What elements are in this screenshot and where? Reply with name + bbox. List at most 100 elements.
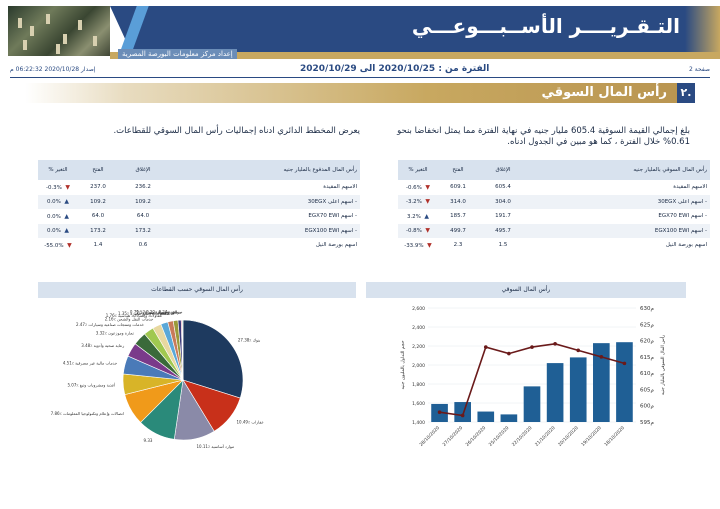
bar: [593, 343, 610, 422]
bar: [546, 363, 564, 422]
col-name: رأس المال المدفوع بالمليار جنيه: [168, 160, 360, 180]
table-row: 0.0% ▲ 64.0 64.0- اسهم EGX70 EWI: [38, 209, 360, 224]
x-tick-label: 19/10/2020: [580, 425, 603, 448]
x-tick-label: 25/10/2020: [488, 425, 511, 448]
pie-label: 2.16٪ خدمات النقل والشحن: [105, 316, 154, 321]
line-point: [460, 413, 465, 418]
pie-label: 10.49٪ عقارات: [237, 419, 264, 424]
cell-name: - اسهم EGX70 EWI: [528, 209, 710, 224]
cell-open: 173.2: [78, 223, 118, 239]
y-tick-label: 1,400: [412, 420, 425, 426]
line-point: [576, 348, 581, 353]
y2-tick-label: م625: [640, 322, 654, 328]
pie-chart-title: رأس المال السوقي حسب القطاعات: [38, 282, 356, 298]
market-cap-paragraph: بلغ إجمالي القيمة السوقية 605.4 مليار جن…: [397, 126, 690, 147]
table-row: -0.8% ▼ 499.7 495.7- اسهم EGX100 EWI: [398, 223, 710, 239]
cell-name: اسهم بورصة النيل: [528, 238, 710, 253]
cell-close: 109.2: [118, 194, 168, 210]
x-tick-label: 18/10/2020: [603, 425, 626, 448]
table-row: -55.0% ▼ 1.4 0.6 اسهم بورصة النيل: [38, 238, 360, 253]
line-point: [530, 345, 534, 349]
paid-capital-table: % التغير الفتح الإغلاق رأس المال المدفوع…: [38, 160, 360, 253]
y2-tick-label: م595: [640, 420, 654, 426]
cell-open: 64.0: [78, 209, 118, 224]
pie-slice: [182, 319, 244, 399]
bar: [616, 342, 633, 422]
col-close: الإغلاق: [118, 160, 168, 180]
cell-close: 236.2: [118, 180, 168, 195]
down-arrow-icon: ▼: [425, 183, 431, 191]
cell-change: 0.0% ▲: [38, 223, 78, 239]
y2-tick-label: م620: [640, 339, 654, 345]
up-arrow-icon: ▲: [424, 212, 430, 220]
cell-close: 495.7: [478, 223, 528, 239]
report-header: التـقـريــــر الأســبـــوعـــي إعداد مرك…: [0, 0, 720, 59]
y2-axis-label: رأس المال السوقي بالمليار جنيه: [659, 335, 666, 395]
pie-label: 9.33: [144, 438, 153, 443]
cell-change: 0.0% ▲: [38, 194, 78, 210]
section-title: رأس المال السوقي: [541, 85, 667, 100]
cell-close: 173.2: [118, 223, 168, 239]
cell-name: - اسهم EGX70 EWI: [168, 209, 360, 224]
pie-label: 1.35٪ منسوجات وسلع معمرة: [118, 311, 169, 316]
bar: [477, 411, 495, 422]
pie-label: 0.79٪ طاقة وخدمات مساندة: [130, 310, 179, 315]
pie-label: 27.38٪ بنوك: [238, 337, 261, 342]
x-tick-label: 28/10/2020: [418, 425, 441, 448]
up-arrow-icon: ▲: [64, 198, 70, 206]
sector-pie-chart: 27.38٪ بنوك 10.49٪ عقارات 10.11٪ موارد أسا…: [51, 310, 264, 450]
market-cap-chart: 1,400 1,600 1,800 2,000 2,200 2,400 2,600 م595 م…: [401, 306, 666, 448]
section-number: ٢.: [677, 83, 695, 103]
pie-intro-paragraph: يعرض المخطط الدائري ادناه إجماليات رأس ا…: [113, 126, 360, 136]
down-arrow-icon: ▼: [425, 227, 431, 235]
cell-change: -0.8% ▼: [398, 223, 438, 239]
down-arrow-icon: ▼: [425, 198, 431, 206]
y-tick-label: 2,000: [412, 363, 425, 369]
pie-label: 7.86٪ اتصالات وإعلام وتكنولوجيا المعلوما…: [51, 411, 124, 417]
report-subtitle: إعداد مركز معلومات البورصة المصرية: [118, 49, 237, 59]
cell-open: 1.4: [78, 238, 118, 253]
cell-change: -0.6% ▼: [398, 180, 438, 195]
line-point: [507, 351, 511, 356]
y-tick-label: 1,800: [412, 382, 425, 388]
issue-date: إصدار 2020/10/28 06:22:32 م: [10, 66, 96, 73]
col-open: الفتح: [78, 160, 118, 180]
line-point: [599, 355, 604, 359]
x-tick-label: 21/10/2020: [534, 425, 557, 448]
bar: [500, 414, 518, 422]
cell-close: 191.7: [478, 209, 528, 224]
cell-open: 109.2: [78, 194, 118, 210]
table-row: -0.3% ▼ 237.0 236.2 الاسهم المقيدة: [38, 180, 360, 195]
table-row: 0.0% ▲ 109.2 109.2- اسهم اعلى 30EGX: [38, 194, 360, 210]
pie-label: 2.47٪ خدمات ومنتجات صناعية وسيارات: [76, 322, 145, 327]
table-row: 0.0% ▲ 173.2 173.2- اسهم EGX100 EWI: [38, 223, 360, 239]
cell-close: 1.5: [478, 238, 528, 253]
up-arrow-icon: ▲: [64, 212, 70, 220]
col-change: % التغير: [398, 160, 438, 180]
col-change: % التغير: [38, 160, 78, 180]
cell-open: 2.3: [438, 238, 478, 253]
cell-open: 609.1: [438, 180, 478, 195]
col-name: رأس المال السوقي بالمليار جنيه: [528, 160, 710, 180]
bar-chart-title: رأس المال السوقي: [366, 282, 686, 298]
bar: [454, 402, 471, 422]
cell-close: 0.6: [118, 238, 168, 253]
cell-open: 237.0: [78, 180, 118, 195]
line-point: [483, 345, 488, 349]
y2-tick-label: م600: [640, 404, 654, 410]
report-title: التـقـريــــر الأســبـــوعـــي: [411, 14, 680, 38]
cell-change: -0.3% ▼: [38, 180, 78, 195]
cell-open: 314.0: [438, 194, 478, 210]
bar: [569, 357, 587, 422]
info-line: إصدار 2020/10/28 06:22:32 م الفترة من : …: [10, 64, 710, 78]
cell-name: الاسهم المقيدة: [528, 180, 710, 195]
cell-close: 304.0: [478, 194, 528, 210]
cell-name: الاسهم المقيدة: [168, 180, 360, 195]
header-banner: [110, 6, 720, 54]
cell-change: -3.2% ▼: [398, 194, 438, 210]
cell-change: -55.0% ▼: [38, 238, 78, 253]
table-row: 3.2% ▲ 185.7 191.7- اسهم EGX70 EWI: [398, 209, 710, 224]
cell-name: - اسهم EGX100 EWI: [168, 223, 360, 239]
y2-tick-label: م630: [640, 306, 654, 312]
y-tick-label: 2,600: [412, 306, 425, 312]
